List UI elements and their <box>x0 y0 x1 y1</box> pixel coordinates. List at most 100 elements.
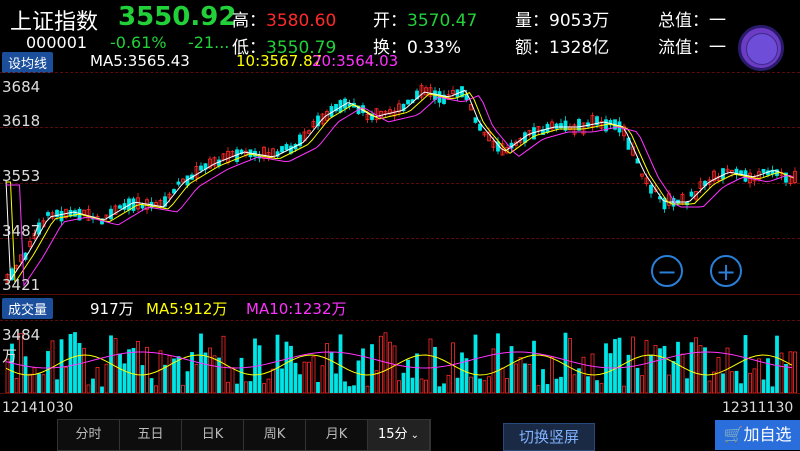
volume-bar <box>316 382 320 393</box>
volume-bar <box>338 334 343 393</box>
volume-bar <box>145 346 149 393</box>
volume-bar <box>649 354 653 393</box>
change-percent: -0.61% <box>110 33 167 52</box>
candlestick-chart[interactable] <box>0 72 800 294</box>
volume-bar <box>446 374 451 393</box>
tab-intraday[interactable]: 分时 <box>58 420 120 450</box>
volume-bar <box>284 341 289 393</box>
volume-bar <box>703 347 707 393</box>
high-stat: 高：3580.60 <box>232 6 336 31</box>
volume-bar <box>86 384 91 393</box>
ma10-value: 10:3567.87 <box>236 52 323 70</box>
price-axis-label: 3684 <box>2 78 41 96</box>
volume-bar <box>622 385 626 393</box>
volume-bar <box>46 351 50 393</box>
set-ma-button[interactable]: 设均线 <box>2 52 54 73</box>
volume-bar <box>266 378 271 393</box>
volume-bar <box>680 353 685 393</box>
price-axis-label: 3618 <box>2 112 41 130</box>
volume-bar <box>392 345 397 393</box>
volume-bar <box>59 339 64 393</box>
volume-bar <box>352 385 356 393</box>
volume-bar <box>356 360 361 393</box>
low-stat: 低：3550.79 <box>232 33 336 58</box>
volume-bar <box>176 356 181 393</box>
volume-bar <box>541 369 545 393</box>
tab-15-min-label: 15分 <box>377 427 408 442</box>
amount-label: 额： <box>515 38 549 58</box>
ma5-line <box>5 89 794 282</box>
volume-bar <box>451 342 455 393</box>
volume-bar <box>37 373 41 393</box>
volume-bar <box>271 368 275 393</box>
volume-bar <box>32 367 37 393</box>
amount-value: 1328亿 <box>549 38 610 58</box>
tab-weekly-k[interactable]: 周K <box>244 420 306 450</box>
volume-bar <box>41 374 46 393</box>
ma5-value: MA5:3565.43 <box>90 52 190 70</box>
volume-bar <box>118 353 122 393</box>
volume-bar <box>275 334 280 393</box>
volume-bar <box>658 348 662 393</box>
volume-bar <box>230 367 235 393</box>
volume-bar <box>779 352 784 393</box>
volume-bar <box>491 348 496 393</box>
volume-bar <box>527 364 532 393</box>
volume-bar <box>424 379 428 393</box>
open-label: 开： <box>373 11 407 31</box>
volume-bar <box>653 345 658 393</box>
volume-bar <box>550 356 554 393</box>
volume-bar <box>361 348 365 393</box>
volume-ma10-line <box>5 351 793 369</box>
switch-portrait-button[interactable]: 切换竖屏 <box>503 423 595 451</box>
volume-bar <box>568 337 572 393</box>
volume-bar <box>401 372 406 393</box>
volume-label: 量： <box>515 11 549 31</box>
tab-monthly-k[interactable]: 月K <box>306 420 368 450</box>
open-stat: 开：3570.47 <box>373 6 477 31</box>
volume-bar <box>311 356 316 393</box>
volume-bar <box>226 381 230 393</box>
volume-chart[interactable] <box>0 320 800 393</box>
volume-bar <box>415 353 419 393</box>
high-label: 高： <box>232 11 266 31</box>
time-axis-end: 12311130 <box>722 400 794 416</box>
cart-icon: 🛒 <box>723 425 744 444</box>
volume-bar <box>523 363 527 393</box>
volume-bar <box>167 355 172 393</box>
amount-stat: 额：1328亿 <box>515 33 609 58</box>
volume-indicator-button[interactable]: 成交量 <box>2 298 54 319</box>
turnover-stat: 换：0.33% <box>373 33 461 58</box>
volume-bar <box>64 366 68 393</box>
volume-bar <box>586 376 590 393</box>
time-axis-start: 12141030 <box>2 400 74 416</box>
price-axis-label: 3421 <box>2 276 41 294</box>
volume-bar <box>262 383 266 393</box>
change-value: -21... <box>188 33 230 52</box>
volume-bar <box>788 351 793 393</box>
zoom-out-button[interactable]: − <box>651 255 683 287</box>
volume-bar <box>149 378 154 393</box>
zoom-in-button[interactable]: + <box>710 255 742 287</box>
volume-bar <box>307 361 311 393</box>
volume-bar <box>698 345 703 393</box>
volume-bar <box>766 358 770 393</box>
volume-bar <box>478 378 482 393</box>
tab-five-day[interactable]: 五日 <box>120 420 182 450</box>
volume-bar <box>365 385 370 393</box>
tab-15-min[interactable]: 15分 ⌄ <box>368 420 430 450</box>
volume-bar <box>298 374 302 393</box>
volume-bar <box>235 383 239 393</box>
price-axis-label: 3553 <box>2 167 41 185</box>
volume-bar <box>631 336 635 393</box>
volume-bar <box>347 386 352 393</box>
price-grid-top <box>0 72 800 73</box>
volume-bar <box>172 358 176 393</box>
avatar[interactable] <box>738 25 784 71</box>
volume-bar <box>676 341 680 393</box>
volume-ma5-line <box>5 354 793 376</box>
add-favorite-button[interactable]: 🛒加自选 <box>715 420 800 450</box>
volume-bar <box>433 346 437 393</box>
tab-daily-k[interactable]: 日K <box>182 420 244 450</box>
volume-grid-top <box>0 320 800 321</box>
